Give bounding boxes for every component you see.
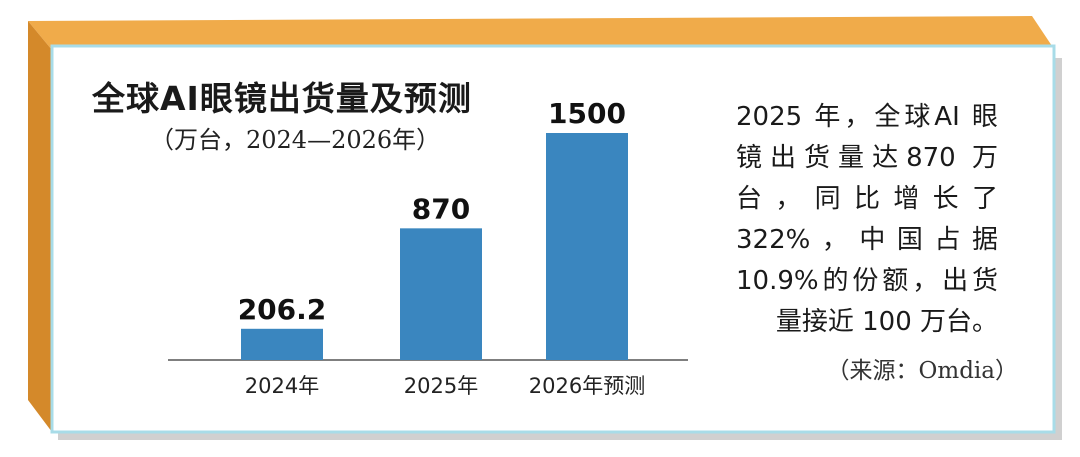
category-label-1: 2024年: [245, 374, 319, 398]
summary-note: 2025 年，全球AI 眼镜出货量达870 万台，同比增长了 322%，中国占据…: [736, 102, 998, 337]
data-label-1: 206.2: [238, 293, 327, 326]
chart-subtitle: （万台，2024—2026年）: [150, 126, 441, 154]
frame-top-edge: [28, 16, 1052, 50]
data-label-2: 870: [412, 192, 470, 225]
category-label-3: 2026年预测: [529, 374, 645, 398]
bar-2: [400, 228, 482, 360]
frame-left-edge: [28, 21, 52, 432]
source-citation: （来源：Omdia）: [826, 358, 1018, 384]
data-label-3: 1500: [548, 97, 626, 130]
bar-1: [241, 328, 323, 360]
bar-3: [546, 133, 628, 360]
chart-title: 全球AI眼镜出货量及预测: [92, 79, 472, 118]
category-label-2: 2025年: [404, 374, 478, 398]
